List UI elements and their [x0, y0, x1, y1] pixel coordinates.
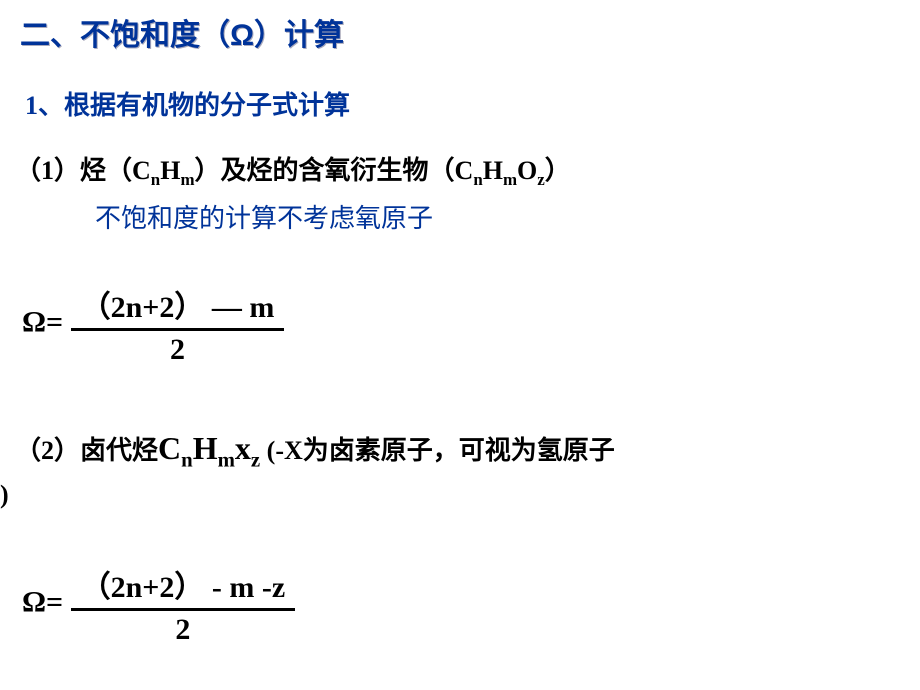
sym-h: H	[160, 156, 180, 185]
sym-c: C	[132, 156, 151, 185]
sub-z: z	[537, 170, 545, 189]
sym-h2: H	[483, 156, 503, 185]
note-1: 不饱和度的计算不考虑氧原子	[95, 198, 433, 235]
sub-n2: n	[473, 170, 482, 189]
formula-2: Ω= （2n+2） - m -z 2	[22, 560, 295, 649]
subsection-1: 1、根据有机物的分子式计算	[25, 85, 350, 122]
sym-c2: C	[455, 156, 474, 185]
fraction-2: （2n+2） - m -z 2	[71, 560, 296, 649]
sub-m3: m	[218, 448, 235, 471]
sub-n3: n	[181, 448, 193, 471]
sub-m: m	[180, 170, 194, 189]
formula2-den: 2	[71, 611, 296, 649]
item-2: （2）卤代烃CnHmxz (-X为卤素原子，可视为氢原子	[15, 430, 615, 472]
formula-1: Ω= （2n+2） — m 2	[22, 280, 284, 369]
sym-c3: C	[158, 430, 181, 466]
item2-mid: (-X	[260, 436, 303, 465]
formula2-num: （2n+2） - m -z	[71, 560, 296, 611]
sym-x: x	[235, 430, 251, 466]
item-2-close: )	[0, 480, 9, 510]
item1-suffix: ）	[545, 156, 571, 185]
sym-h3: H	[193, 430, 218, 466]
sym-o: O	[517, 156, 537, 185]
fraction-1: （2n+2） — m 2	[71, 280, 285, 369]
item2-suffix: 为卤素原子，可视为氢原子	[303, 436, 615, 465]
sub-z2: z	[251, 448, 260, 471]
sub-n: n	[151, 170, 160, 189]
item2-prefix: （2）卤代烃	[15, 436, 158, 465]
formula1-num: （2n+2） — m	[71, 280, 285, 331]
item-1: （1）烃（CnHm）及烃的含氧衍生物（CnHmOz）	[15, 150, 571, 190]
omega-eq-1: Ω=	[22, 305, 63, 338]
item1-prefix: （1）烃（	[15, 156, 132, 185]
sub-m2: m	[503, 170, 517, 189]
section-title: 二、不饱和度（Ω）计算	[20, 10, 344, 54]
omega-eq-2: Ω=	[22, 585, 63, 618]
formula1-den: 2	[71, 331, 285, 369]
item1-mid: ）及烃的含氧衍生物（	[195, 156, 455, 185]
